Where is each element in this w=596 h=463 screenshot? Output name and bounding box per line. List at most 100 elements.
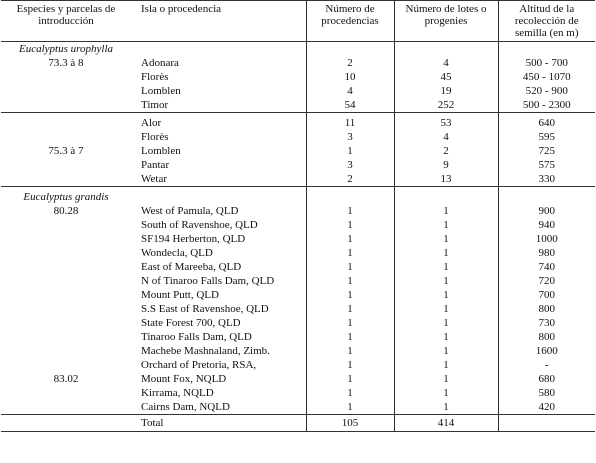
lots-count: 13 [393,172,498,187]
data-row: State Forest 700, QLD 1 1 730 [1,316,595,330]
species: Eucalyptus grandis [1,186,131,204]
plot-cell [1,130,131,144]
origins-count: 1 [305,358,394,372]
altitude: 700 [497,288,595,302]
lots-count: 1 [393,400,498,415]
lots-count: 1 [393,316,498,330]
plot-cell [1,158,131,172]
origin-cell: State Forest 700, QLD [141,317,241,329]
empty-cell [497,186,595,204]
lots-count: 252 [393,98,498,113]
plot-cell [1,330,131,344]
origins-count: 1 [305,344,394,358]
data-row: Tinaroo Falls Dam, QLD 1 1 800 [1,330,595,344]
data-row: 80.28 West of Pamula, QLD 1 1 900 [1,204,595,218]
empty-cell [497,414,595,432]
header-row: Especies y parcelas de introducción Isla … [1,0,595,42]
empty-cell [393,41,498,56]
altitude: 800 [497,302,595,316]
lots-count: 1 [393,274,498,288]
plot-cell [1,386,131,400]
plot-cell [1,274,131,288]
origin-cell: Florès [141,131,169,143]
lots-count: 1 [393,330,498,344]
altitude: 720 [497,274,595,288]
lots-count: 1 [393,372,498,386]
data-row: Mount Putt, QLD 1 1 700 [1,288,595,302]
origin-cell: Pantar [141,159,170,171]
origin-cell: Cairns Dam, NQLD [141,401,230,413]
origin-cell: Adonara [141,57,179,69]
lots-count: 45 [393,70,498,84]
data-row: Florès 3 4 595 [1,130,595,144]
altitude: - [497,358,595,372]
plot-cell: 75.3 à 7 [48,145,84,157]
lots-count: 1 [393,260,498,274]
plot-cell [1,98,131,113]
data-row: SF194 Herberton, QLD 1 1 1000 [1,232,595,246]
origin-cell: Mount Putt, QLD [141,289,219,301]
altitude: 1600 [497,344,595,358]
origins-count: 3 [305,130,394,144]
origin-cell: SF194 Herberton, QLD [141,233,246,245]
column-header: Altitud de la recolección de semilla (en… [497,0,595,42]
origins-count: 1 [305,260,394,274]
altitude: 900 [497,204,595,218]
column-header: Número de lotes o progenies [393,0,498,42]
plot-cell [1,112,131,130]
plot-cell [1,70,131,84]
plot-cell [1,302,131,316]
origins-count: 1 [305,232,394,246]
data-row: South of Ravenshoe, QLD 1 1 940 [1,218,595,232]
data-row: Timor 54 252 500 - 2300 [1,98,595,113]
origin-cell: Tinaroo Falls Dam, QLD [141,331,252,343]
data-row: Cairns Dam, NQLD 1 1 420 [1,400,595,415]
column-header: Isla o procedencia [131,0,306,42]
lots-count: 1 [393,246,498,260]
origins-count: 1 [305,316,394,330]
altitude: 980 [497,246,595,260]
origins-count: 1 [305,372,394,386]
lots-count: 4 [393,56,498,70]
lots-count: 1 [393,204,498,218]
altitude: 725 [497,144,595,158]
total-label: Total [131,414,306,432]
origins-count: 1 [305,400,394,415]
plot-cell: 73.3 à 8 [48,57,84,69]
plot-cell [1,232,131,246]
origin-cell: Lomblen [141,85,181,97]
origins-count: 1 [305,204,394,218]
data-row: Kirrama, NQLD 1 1 580 [1,386,595,400]
origin-cell: Alor [131,112,306,130]
origins-count: 1 [305,330,394,344]
data-row: 73.3 à 8 Adonara 2 4 500 - 700 [1,56,595,70]
lots-count: 19 [393,84,498,98]
altitude: 730 [497,316,595,330]
origin-cell: N of Tinaroo Falls Dam, QLD [141,275,275,287]
total-origins: 105 [305,414,394,432]
origins-count: 1 [305,302,394,316]
data-row: 83.02 Mount Fox, NQLD 1 1 680 [1,372,595,386]
plot-cell [1,218,131,232]
altitude: 1000 [497,232,595,246]
data-row: Florès 10 45 450 - 1070 [1,70,595,84]
origin-cell: Orchard of Pretoria, RSA, [141,359,257,371]
plot-cell: 83.02 [53,373,79,385]
plot-cell [1,172,131,187]
species-row: Eucalyptus grandis [1,186,595,204]
plot-cell [1,316,131,330]
origins-count: 2 [305,172,394,187]
plot-cell [1,400,131,415]
plot-cell: 80.28 [53,205,79,217]
origin-cell: Timor [141,99,169,111]
origins-count: 10 [305,70,394,84]
origins-count: 4 [305,84,394,98]
altitude: 330 [497,172,595,187]
origin-cell: East of Mareeba, QLD [141,261,242,273]
empty-cell [131,186,306,204]
data-row: 75.3 à 7 Lomblen 1 2 725 [1,144,595,158]
lots-count: 1 [393,302,498,316]
plot-cell [1,344,131,358]
column-header: Número de procedencias [305,0,394,42]
origins-count: 11 [305,112,394,130]
